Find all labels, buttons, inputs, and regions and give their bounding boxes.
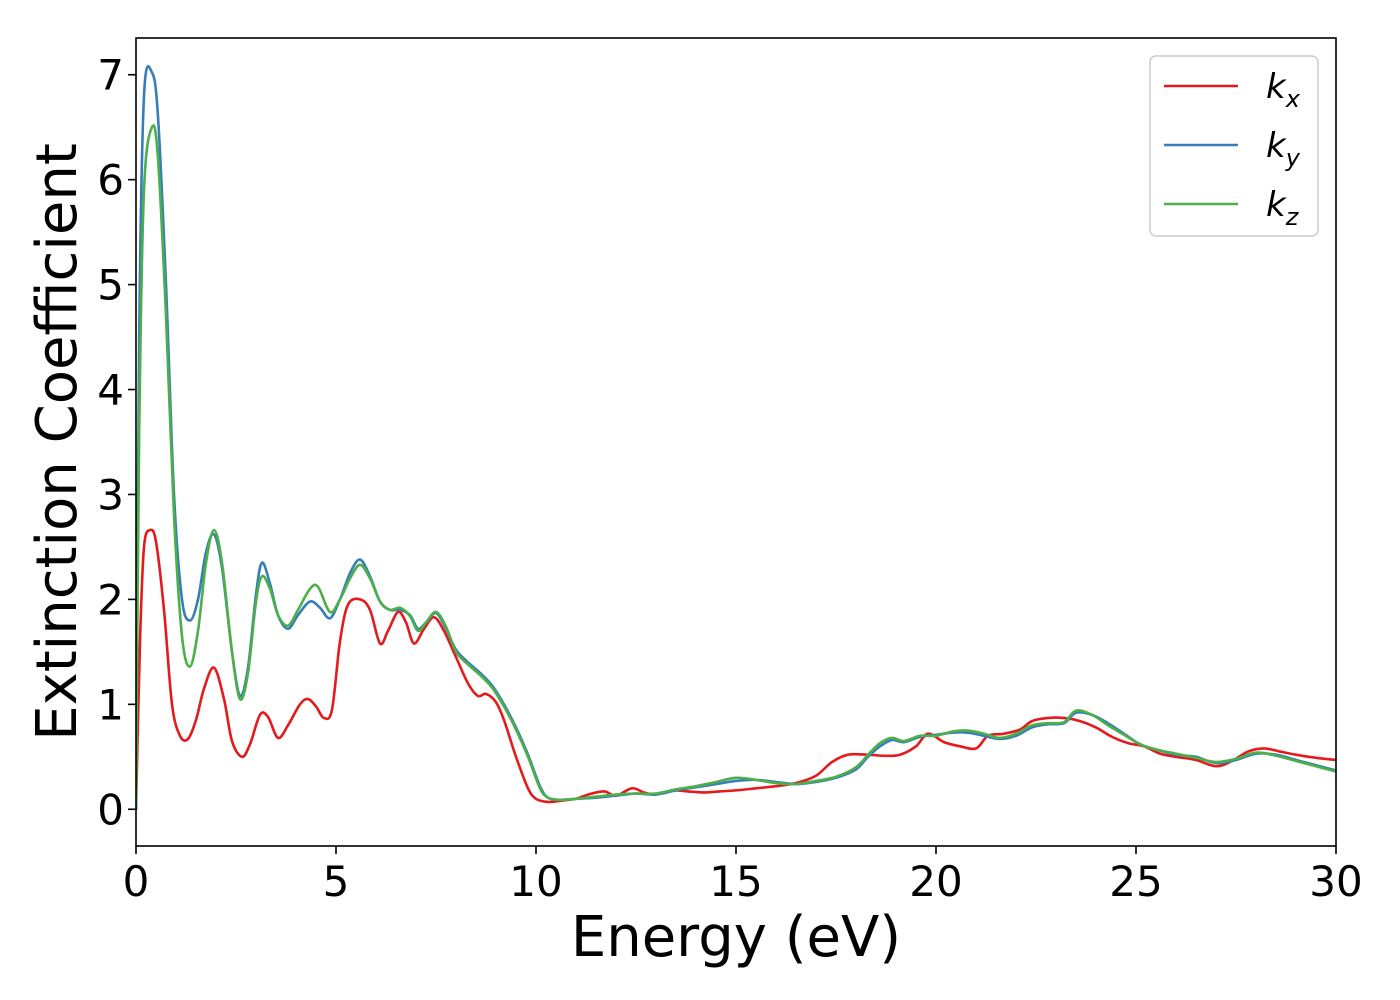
legend: kx ky kz [1149, 55, 1319, 237]
x-tick-label: 15 [709, 857, 762, 906]
x-tick-label: 10 [509, 857, 562, 906]
y-tick-label: 0 [97, 785, 124, 834]
y-tick-label: 6 [97, 156, 124, 205]
y-tick-label: 1 [97, 680, 124, 729]
y-tick-label: 7 [97, 51, 124, 100]
x-tick-label: 25 [1109, 857, 1162, 906]
y-axis-title: Extinction Coefficient [25, 143, 90, 741]
x-axis-title: Energy (eV) [571, 905, 901, 970]
legend-label-k-y: ky [1266, 126, 1301, 172]
legend-label-k-x: kx [1266, 67, 1301, 113]
y-tick-label: 4 [97, 366, 124, 415]
plot-area [136, 38, 1336, 846]
series-layer [136, 65, 1336, 811]
x-tick-label: 30 [1309, 857, 1362, 906]
x-tick-label: 0 [123, 857, 150, 906]
series-line-k-z [136, 124, 1336, 811]
x-axis: 0 5 10 15 20 25 30 [123, 846, 1363, 906]
y-tick-label: 5 [97, 261, 124, 310]
legend-label-k-z: kz [1266, 185, 1300, 231]
y-axis: 0 1 2 3 4 5 6 7 [97, 51, 136, 834]
y-tick-label: 3 [97, 470, 124, 519]
y-tick-label: 2 [97, 575, 124, 624]
x-tick-label: 20 [909, 857, 962, 906]
x-tick-label: 5 [323, 857, 350, 906]
